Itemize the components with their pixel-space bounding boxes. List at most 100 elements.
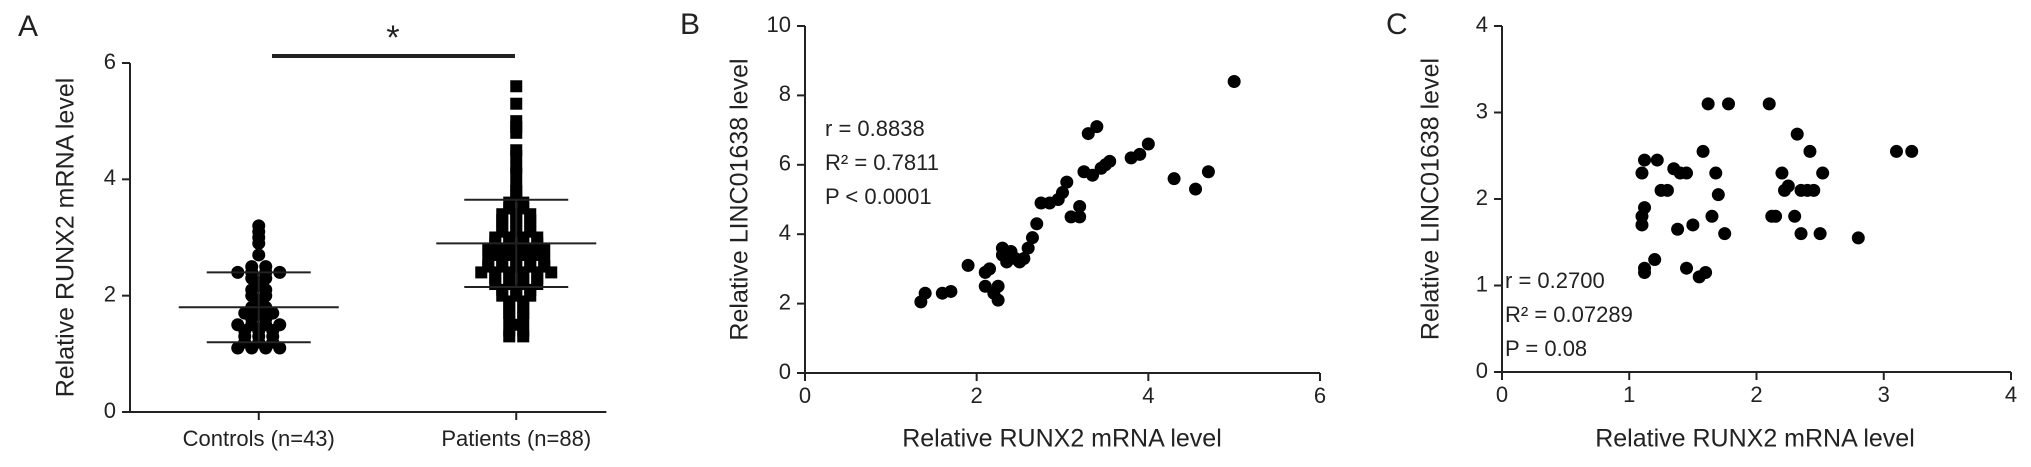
data-point: [1060, 175, 1074, 189]
data-point: [1807, 183, 1821, 197]
data-point: [1073, 210, 1087, 224]
data-point: [1851, 231, 1865, 245]
data-point: [1635, 166, 1649, 180]
y-tick-label: 0: [1476, 358, 1488, 383]
panel-label: B: [680, 8, 700, 41]
y-tick-label: 0: [104, 398, 116, 423]
data-point: [259, 341, 273, 355]
x-tick-label: 4: [2005, 382, 2017, 407]
data-point: [991, 279, 1005, 293]
data-point: [1788, 209, 1802, 223]
data-point: [1803, 144, 1817, 158]
data-point: [1025, 231, 1039, 245]
y-tick-label: 3: [1476, 98, 1488, 123]
y-tick-label: 2: [779, 289, 791, 314]
data-point: [1073, 199, 1087, 213]
panel-label: C: [1386, 8, 1408, 41]
data-point: [1141, 137, 1155, 151]
data-point: [496, 225, 509, 238]
data-point: [245, 341, 259, 355]
x-tick-label: 6: [1314, 383, 1326, 408]
x-tick-label: 3: [1878, 382, 1890, 407]
data-point: [918, 286, 932, 300]
y-tick-label: 10: [767, 12, 791, 37]
x-axis-label: Relative RUNX2 mRNA level: [902, 425, 1222, 453]
data-point: [1189, 182, 1203, 196]
data-point: [1021, 241, 1035, 255]
data-point: [1889, 144, 1903, 158]
data-point: [252, 225, 266, 239]
data-point: [1696, 144, 1710, 158]
data-point: [1794, 227, 1808, 241]
data-point: [1711, 188, 1725, 202]
data-point: [231, 341, 245, 355]
data-point: [1133, 147, 1147, 161]
data-point: [524, 225, 537, 238]
data-point: [1090, 120, 1104, 134]
data-point: [510, 80, 523, 93]
data-point: [524, 283, 537, 296]
data-point: [273, 341, 287, 355]
y-tick-label: 6: [104, 49, 116, 74]
x-axis-label: Relative RUNX2 mRNA level: [1595, 425, 1915, 453]
y-tick-label: 4: [1476, 12, 1488, 37]
stat-annotation: R² = 0.07289: [1505, 302, 1633, 327]
data-point: [1680, 261, 1694, 275]
data-point: [510, 150, 523, 163]
y-tick-label: 4: [104, 165, 116, 190]
data-point: [1648, 253, 1662, 267]
data-point: [510, 167, 523, 180]
data-point: [1680, 166, 1694, 180]
x-tick-label: Controls (n=43): [183, 426, 335, 451]
y-tick-label: 8: [779, 81, 791, 106]
stat-annotation: P = 0.08: [1505, 336, 1587, 361]
data-point: [1781, 179, 1795, 193]
data-point: [1167, 172, 1181, 186]
data-point: [1709, 166, 1723, 180]
y-axis-label: Relative RUNX2 mRNA level: [52, 78, 80, 398]
data-point: [983, 262, 997, 276]
y-tick-label: 0: [779, 359, 791, 384]
data-point: [944, 284, 958, 298]
data-point: [1056, 186, 1069, 200]
data-point: [1705, 209, 1719, 223]
data-point: [1769, 209, 1783, 223]
data-point: [1699, 266, 1713, 280]
y-axis-label: Relative LINC01638 level: [726, 58, 754, 340]
panel-label: A: [18, 10, 38, 43]
data-point: [1103, 154, 1117, 168]
data-point: [517, 330, 530, 343]
data-point: [1030, 217, 1044, 231]
data-point: [1718, 227, 1732, 241]
x-tick-label: 0: [799, 383, 811, 408]
x-tick-label: 2: [1750, 382, 1762, 407]
data-point: [1816, 166, 1830, 180]
data-point: [1671, 222, 1685, 236]
data-point: [1227, 75, 1241, 89]
data-point: [1762, 97, 1776, 111]
data-point: [503, 330, 516, 343]
x-tick-label: 1: [1623, 382, 1635, 407]
data-point: [259, 283, 273, 297]
data-point: [1638, 153, 1652, 167]
data-point: [1790, 127, 1804, 141]
data-point: [1701, 97, 1715, 111]
data-point: [1686, 218, 1700, 232]
data-point: [961, 258, 975, 272]
data-point: [252, 248, 266, 262]
x-tick-label: Patients (n=88): [441, 426, 591, 451]
y-tick-label: 2: [1476, 185, 1488, 210]
data-point: [1201, 165, 1215, 179]
data-point: [510, 126, 523, 139]
y-tick-label: 6: [779, 151, 791, 176]
data-point: [1650, 153, 1664, 167]
data-point: [1638, 261, 1652, 275]
data-point: [1660, 183, 1674, 197]
data-point: [245, 283, 259, 297]
data-point: [545, 266, 558, 279]
data-point: [510, 97, 523, 110]
x-tick-label: 0: [1496, 382, 1508, 407]
y-tick-label: 2: [104, 281, 116, 306]
data-point: [1017, 251, 1031, 265]
